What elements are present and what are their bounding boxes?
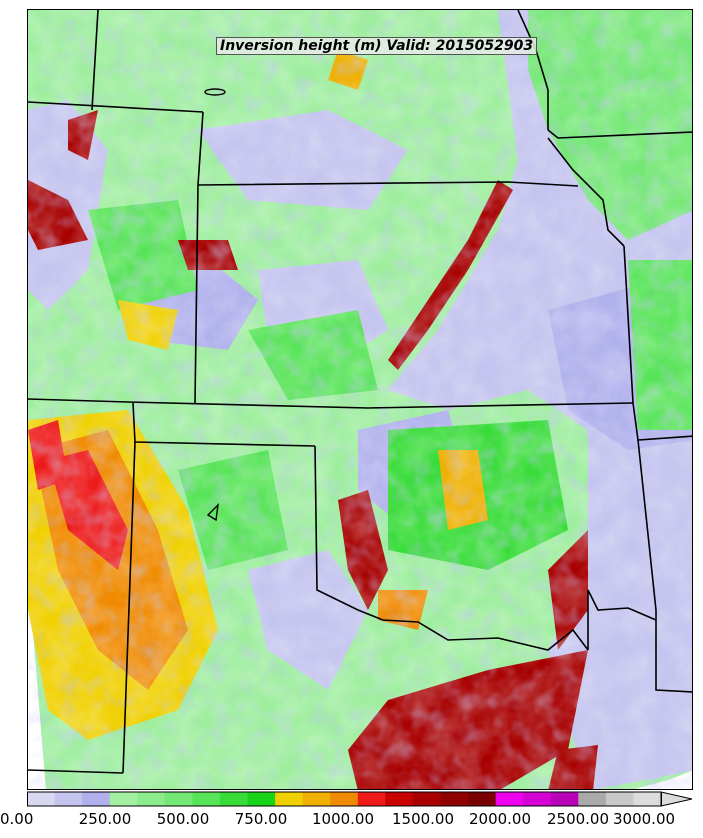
colorbar-swatch [412,792,441,806]
colorbar-swatch [219,792,249,806]
colorbar-tick-label: 750.00 [234,810,288,828]
colorbar-swatch [137,792,166,806]
colorbar-swatch [385,792,414,806]
map-title: Inversion height (m) Valid: 2015052903 [216,37,538,55]
colorbar-swatch [523,792,552,806]
colorbar-swatch [440,792,469,806]
colorbar-swatch [54,792,83,806]
colorbar-extend-arrow [660,791,693,807]
colorbar-swatch [109,792,138,806]
colorbar-tick-label: 250.00 [78,810,132,828]
colorbar-swatch [302,792,331,806]
lake-outline [204,88,226,96]
field-texture-blotch [28,10,692,789]
colorbar-tick-label: 1500.00 [391,810,455,828]
state-boundaries [28,10,692,774]
colorbar-swatch [495,792,524,806]
colorbar-swatch [247,792,276,806]
colorbar-tick-label: 1000.00 [311,810,375,828]
map-panel: Inversion height (m) Valid: 2015052903 [27,9,693,790]
colorbar-tick-label: 3000.00 [613,810,676,828]
colorbar-swatch [357,792,386,806]
colorbar-swatch [633,792,662,806]
colorbar-outline [27,791,662,807]
colorbar-swatch [578,792,607,806]
colorbar-tick-label: 2500.00 [546,810,610,828]
colorbar-swatch [605,792,634,806]
colorbar-tick-label: 0.00 [0,810,34,828]
colorbar [27,791,693,807]
colorbar-swatch [192,792,221,806]
colorbar-swatch [468,792,497,806]
reservoir-outline [206,503,219,522]
colorbar-swatch [82,792,111,806]
colorbar-tick-label: 500.00 [156,810,210,828]
colorbar-swatch [275,792,304,806]
colorbar-swatch [27,792,56,806]
inversion-height-field [28,10,692,789]
colorbar-swatch [164,792,193,806]
colorbar-tick-label: 2000.00 [468,810,532,828]
colorbar-swatch [330,792,359,806]
colorbar-swatch [550,792,579,806]
